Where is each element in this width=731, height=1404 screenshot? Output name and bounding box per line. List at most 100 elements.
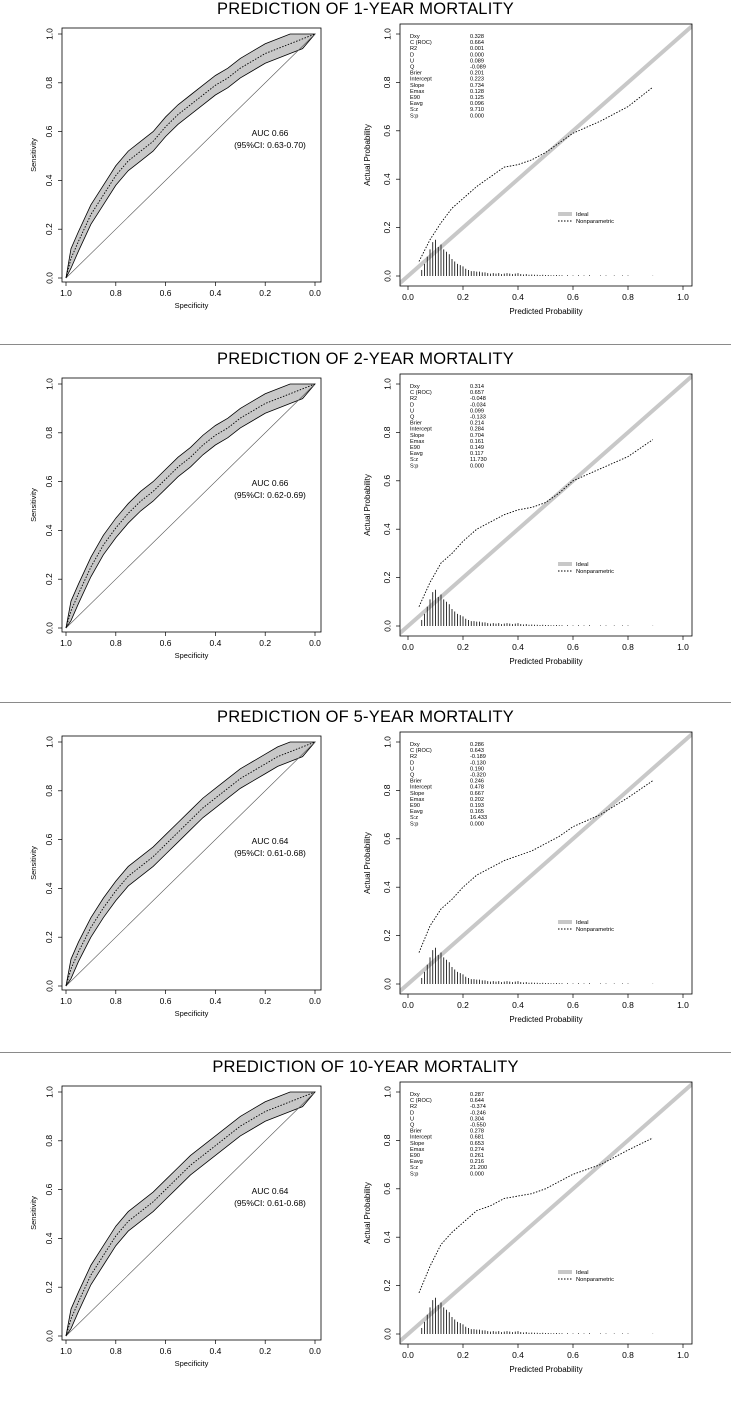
auc-label: AUC 0.66 xyxy=(252,478,289,488)
stat-name: U xyxy=(410,58,414,64)
stat-name: Dxy xyxy=(410,384,420,390)
roc-y-tick-label: 0.6 xyxy=(44,1183,54,1195)
stat-name: U xyxy=(410,408,414,414)
calibration-y-tick-label: 0.8 xyxy=(382,426,392,438)
stat-value: 0.261 xyxy=(470,1153,484,1159)
calibration-y-tick-label: 0.8 xyxy=(382,1134,392,1146)
nonparametric-curve xyxy=(418,86,654,262)
calibration-x-tick-label: 0.0 xyxy=(402,1000,414,1010)
calibration-y-tick-label: 0.8 xyxy=(382,784,392,796)
legend-nonparametric-label: Nonparametric xyxy=(576,1277,614,1283)
calibration-x-axis-label: Predicted Probability xyxy=(509,307,582,316)
stat-value: 0.000 xyxy=(470,1171,484,1177)
auc-label: AUC 0.64 xyxy=(252,836,289,846)
stat-name: S:p xyxy=(410,821,418,827)
stat-value: 0.125 xyxy=(470,95,484,101)
calibration-x-tick-label: 0.4 xyxy=(512,1350,524,1360)
roc-x-tick-label: 0.2 xyxy=(259,996,271,1006)
calibration-x-axis-label: Predicted Probability xyxy=(509,657,582,666)
stat-value: 0.149 xyxy=(470,445,484,451)
panel-charts: 1.0 0.8 0.6 0.4 0.2 0.0 0.0 0.2 0.4 0.6 0.8 1.0 Spec… xyxy=(29,1081,693,1374)
stat-name: Emax xyxy=(410,1147,425,1153)
roc-x-tick-label: 1.0 xyxy=(60,1346,72,1356)
calibration-y-tick-label: 0.0 xyxy=(382,620,392,632)
stat-name: Brier xyxy=(410,779,422,785)
panel-charts: 1.0 0.8 0.6 0.4 0.2 0.0 0.0 0.2 0.4 0.6 0.8 1.0 Spec… xyxy=(29,23,693,316)
stat-name: U xyxy=(410,766,414,772)
calibration-y-tick-label: 0.4 xyxy=(382,173,392,185)
stat-name: R2 xyxy=(410,1104,417,1110)
calibration-x-tick-label: 0.4 xyxy=(512,292,524,302)
stat-value: 0.089 xyxy=(470,58,484,64)
stat-value: -0.130 xyxy=(470,760,486,766)
stat-value: 0.000 xyxy=(470,52,484,58)
stat-value: 0.304 xyxy=(470,1116,484,1122)
stat-name: R2 xyxy=(410,396,417,402)
stat-name: Emax xyxy=(410,797,425,803)
stat-value: 0.216 xyxy=(470,1159,484,1165)
stat-value: 0.274 xyxy=(470,1147,484,1153)
stat-name: Q xyxy=(410,415,415,421)
roc-y-tick-label: 0.4 xyxy=(44,524,54,536)
stat-value: 0.193 xyxy=(470,803,484,809)
ideal-line xyxy=(400,732,692,994)
panel-divider xyxy=(0,702,731,703)
stat-name: U xyxy=(410,1116,414,1122)
roc-y-axis-label: Sensitivity xyxy=(29,138,38,172)
stat-name: D xyxy=(410,1110,414,1116)
roc-x-tick-label: 0.6 xyxy=(160,288,172,298)
roc-plot: 1.0 0.8 0.6 0.4 0.2 0.0 0.0 0.2 0.4 0.6 0.8 1.0 Spec… xyxy=(29,1085,322,1368)
stat-name: Eavg xyxy=(410,451,423,457)
stat-name: Brier xyxy=(410,1129,422,1135)
stat-name: Eavg xyxy=(410,101,423,107)
stat-value: 21.200 xyxy=(470,1165,487,1171)
stat-name: Intercept xyxy=(410,1135,432,1141)
calibration-y-tick-label: 0.4 xyxy=(382,1231,392,1243)
stat-value: 0.096 xyxy=(470,101,484,107)
panel-title: PREDICTION OF 5-YEAR MORTALITY xyxy=(217,708,514,726)
stat-value: 0.117 xyxy=(470,451,484,457)
roc-reference-line xyxy=(65,33,316,279)
stat-value: 16.433 xyxy=(470,815,487,821)
roc-x-tick-label: 0.8 xyxy=(110,1346,122,1356)
calibration-x-tick-label: 1.0 xyxy=(677,292,689,302)
roc-y-axis-label: Sensitivity xyxy=(29,1196,38,1230)
calibration-plot-frame xyxy=(399,373,693,637)
stat-name: Slope xyxy=(410,1141,424,1147)
stat-value: 0.201 xyxy=(470,71,484,77)
roc-curve xyxy=(65,383,316,629)
roc-y-axis-label: Sensitivity xyxy=(29,488,38,522)
legend-ideal-label: Ideal xyxy=(576,212,589,218)
calibration-y-tick-label: 0.2 xyxy=(382,1279,392,1291)
calibration-x-tick-label: 0.8 xyxy=(622,1000,634,1010)
stat-value: 0.246 xyxy=(470,779,484,785)
roc-y-tick-label: 0.0 xyxy=(44,272,54,284)
stat-name: Dxy xyxy=(410,742,420,748)
roc-y-tick-label: 0.2 xyxy=(44,223,54,235)
calibration-y-tick-label: 0.2 xyxy=(382,929,392,941)
calibration-y-tick-label: 0.4 xyxy=(382,881,392,893)
roc-x-tick-label: 0.0 xyxy=(309,1346,321,1356)
stat-value: -0.034 xyxy=(470,402,486,408)
legend-ideal-label: Ideal xyxy=(576,562,589,568)
calibration-x-axis-label: Predicted Probability xyxy=(509,1015,582,1024)
ideal-line xyxy=(400,1082,692,1344)
stat-value: 0.001 xyxy=(470,46,484,52)
stat-name: Intercept xyxy=(410,77,432,83)
stat-value: 0.000 xyxy=(470,821,484,827)
stat-value: 9.710 xyxy=(470,107,484,113)
stat-name: S:p xyxy=(410,463,418,469)
calibration-y-axis-label: Actual Probability xyxy=(363,832,372,894)
roc-curve xyxy=(65,33,316,279)
calibration-y-axis-label: Actual Probability xyxy=(363,124,372,186)
calibration-y-tick-label: 0.0 xyxy=(382,270,392,282)
calibration-y-tick-label: 0.8 xyxy=(382,76,392,88)
roc-x-tick-label: 0.4 xyxy=(209,638,221,648)
stat-value: 0.286 xyxy=(470,742,484,748)
stat-name: Q xyxy=(410,773,415,779)
auc-label: AUC 0.64 xyxy=(252,1186,289,1196)
roc-plot: 1.0 0.8 0.6 0.4 0.2 0.0 0.0 0.2 0.4 0.6 0.8 1.0 Spec… xyxy=(29,27,322,310)
roc-x-tick-label: 0.2 xyxy=(259,288,271,298)
roc-curve xyxy=(65,741,316,987)
roc-x-tick-label: 0.4 xyxy=(209,288,221,298)
